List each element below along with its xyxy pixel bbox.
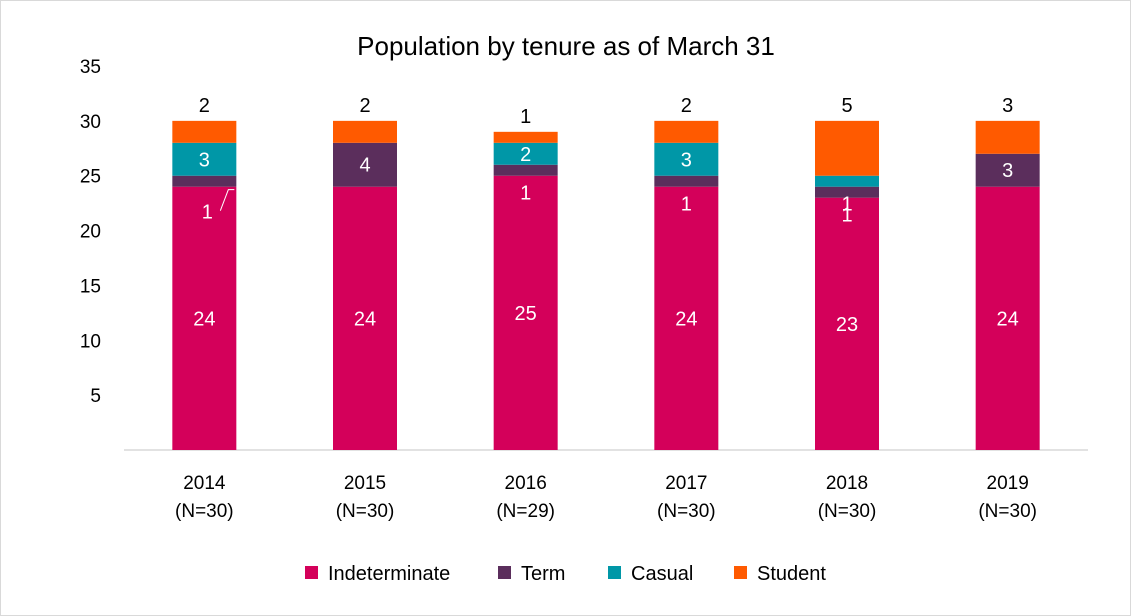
legend-item-indeterminate: Indeterminate	[305, 563, 450, 585]
data-label-indeterminate: 23	[836, 314, 858, 336]
data-label-term: 3	[1002, 160, 1013, 182]
bar-segment-indeterminate	[975, 186, 1040, 450]
bar-segment-student	[975, 120, 1040, 154]
legend-label: Casual	[631, 563, 693, 585]
data-label-student: 5	[841, 95, 852, 117]
label-leader-line	[219, 189, 235, 211]
legend-item-casual: Casual	[608, 563, 693, 585]
data-label-student: 2	[359, 95, 370, 117]
bar-segment-casual	[172, 142, 237, 176]
y-tick-label: 35	[80, 57, 101, 78]
y-tick-label: 25	[80, 167, 101, 188]
bar-segment-indeterminate	[333, 186, 397, 450]
data-label-student: 2	[199, 95, 210, 117]
bar-segment-indeterminate	[172, 186, 237, 450]
data-label-term: 1	[202, 202, 213, 224]
y-tick-label: 20	[80, 222, 101, 243]
data-label-student: 3	[1002, 95, 1013, 117]
bar-segment-student	[493, 131, 558, 143]
legend-item-term: Term	[498, 563, 565, 585]
y-axis: 5 10 15 20 25 30 35	[80, 57, 101, 407]
legend-swatch	[305, 566, 318, 579]
bar-segment-term	[815, 186, 879, 198]
data-label-indeterminate: 25	[515, 303, 537, 325]
legend-label: Student	[757, 563, 826, 585]
data-label-indeterminate: 24	[354, 308, 376, 330]
bar-segment-term	[333, 142, 397, 187]
bar-segment-casual	[815, 175, 879, 187]
bar-segment-casual	[493, 142, 558, 165]
data-label-indeterminate: 24	[193, 308, 215, 330]
data-label-indeterminate: 24	[675, 308, 697, 330]
bar-segment-indeterminate	[493, 175, 558, 450]
y-tick-label: 5	[90, 386, 101, 407]
x-tick-label: 2017 (N=30)	[657, 473, 716, 522]
x-axis: 2014 (N=30) 2015 (N=30) 2016 (N=29) 2017 (N=30)…	[175, 473, 1037, 522]
bar-segment-casual	[654, 142, 719, 176]
bar-segment-term	[172, 175, 237, 187]
data-label-casual: 3	[681, 149, 692, 171]
y-tick-label: 10	[80, 331, 101, 352]
chart-title: Population by tenure as of March 31	[357, 31, 775, 61]
x-tick-label: 2019 (N=30)	[978, 473, 1037, 522]
bar-segment-student	[654, 120, 719, 143]
data-label-indeterminate: 24	[997, 308, 1019, 330]
bar-segment-indeterminate	[654, 186, 719, 450]
legend-item-student: Student	[734, 563, 826, 585]
bar-segment-student	[333, 120, 397, 143]
bar-segment-student	[815, 120, 879, 176]
legend-swatch	[608, 566, 621, 579]
data-label-casual: 3	[199, 149, 210, 171]
legend-swatch	[498, 566, 511, 579]
x-tick-label: 2016 (N=29)	[496, 473, 555, 522]
x-tick-label: 2014 (N=30)	[175, 473, 234, 522]
legend-swatch	[734, 566, 747, 579]
data-label-term: 1	[520, 183, 531, 205]
data-label-term: 1	[681, 194, 692, 216]
x-tick-label: 2018 (N=30)	[818, 473, 877, 522]
legend: Indeterminate Term Casual Student	[305, 563, 826, 585]
bars	[172, 120, 1040, 450]
data-label-casual: 2	[520, 144, 531, 166]
y-tick-label: 15	[80, 276, 101, 297]
data-label-term: 1	[841, 205, 852, 227]
legend-label: Term	[521, 563, 565, 585]
bar-segment-term	[493, 164, 558, 176]
data-label-student: 1	[520, 106, 531, 128]
x-tick-label: 2015 (N=30)	[336, 473, 395, 522]
data-label-term: 4	[359, 155, 370, 177]
bar-segment-indeterminate	[815, 197, 879, 450]
bar-segment-term	[975, 153, 1040, 187]
data-label-student: 2	[681, 95, 692, 117]
bar-segment-term	[654, 175, 719, 187]
y-tick-label: 30	[80, 112, 101, 133]
bar-segment-student	[172, 120, 237, 143]
legend-label: Indeterminate	[328, 563, 450, 585]
data-label-casual: 1	[841, 194, 852, 216]
